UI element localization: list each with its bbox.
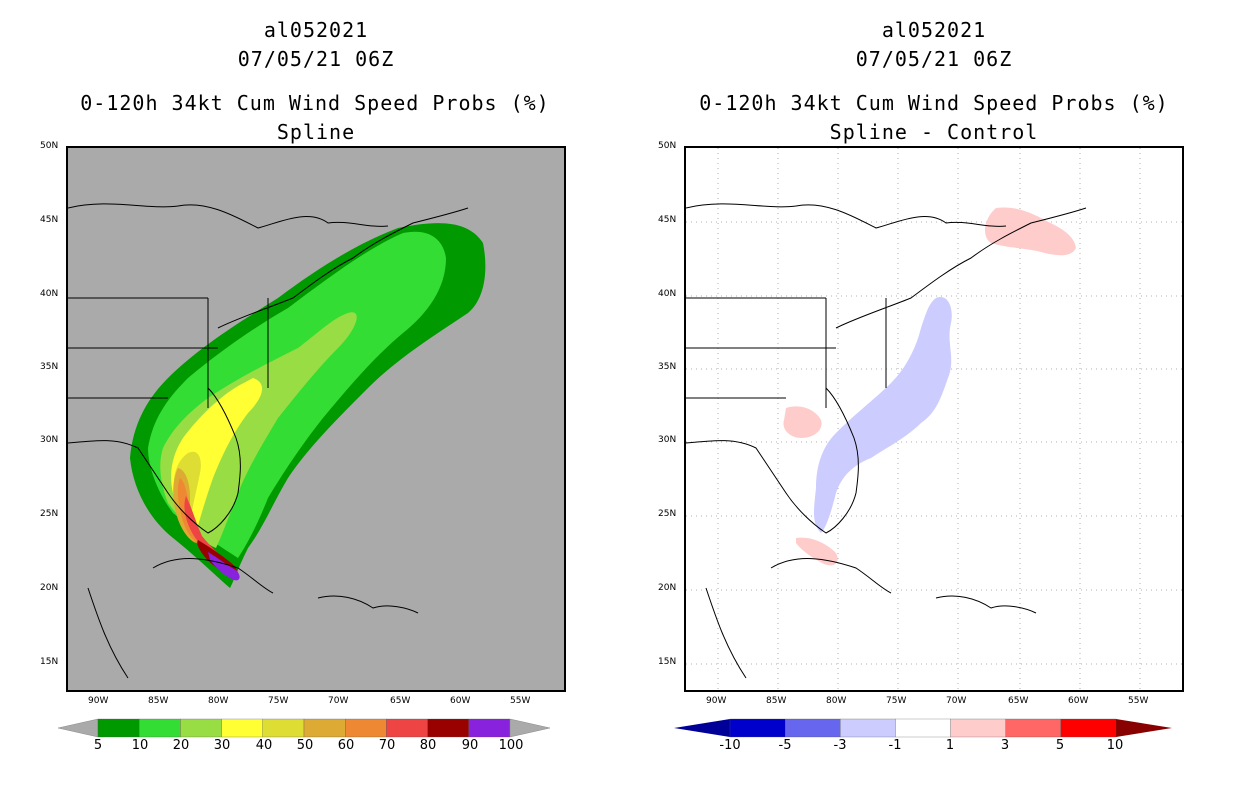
right-subtitle: Spline - Control xyxy=(829,120,1039,144)
colorbar-segment xyxy=(1005,718,1062,738)
colorbar-end-left xyxy=(58,718,99,738)
lat-label: 20N xyxy=(658,583,677,593)
right-map xyxy=(684,146,1184,692)
lon-label: 90W xyxy=(88,696,109,706)
lon-label: 65W xyxy=(390,696,411,706)
colorbar-end-right xyxy=(509,718,551,738)
colorbar-label: -3 xyxy=(833,738,847,753)
colorbar-label: 90 xyxy=(461,738,479,753)
colorbar-segment xyxy=(386,718,428,738)
colorbar-label: -10 xyxy=(719,738,741,753)
colorbar-label: 50 xyxy=(296,738,314,753)
lat-label: 25N xyxy=(658,509,677,519)
colorbar-label: -1 xyxy=(888,738,902,753)
lat-label: 35N xyxy=(40,362,59,372)
lat-label: 20N xyxy=(40,583,59,593)
positive-diff-region-cuba xyxy=(796,537,838,566)
colorbar-end-right xyxy=(1116,719,1172,737)
right-storm-id: al052021 xyxy=(881,18,987,42)
right-datetime: 07/05/21 06Z xyxy=(855,47,1013,71)
colorbar-label: 5 xyxy=(1055,738,1065,753)
difference-field xyxy=(783,207,1076,566)
lon-label: 70W xyxy=(328,696,349,706)
prob-20-contour xyxy=(160,312,357,548)
lat-label: 25N xyxy=(40,509,59,519)
graticule xyxy=(686,148,1182,690)
lon-label: 75W xyxy=(268,696,289,706)
coastlines xyxy=(68,203,469,679)
colorbar-segment xyxy=(221,718,263,738)
lon-label: 65W xyxy=(1008,696,1029,706)
left-subtitle: Spline xyxy=(276,120,356,144)
left-datetime: 07/05/21 06Z xyxy=(237,47,395,71)
colorbar-label: 3 xyxy=(1000,738,1010,753)
colorbar-segment xyxy=(139,718,181,738)
colorbar-segment xyxy=(180,718,222,738)
lat-label: 50N xyxy=(658,141,677,151)
right-colorbar xyxy=(674,716,1174,740)
colorbar-segment xyxy=(895,718,951,738)
colorbar-segment xyxy=(97,718,140,738)
left-colorbar xyxy=(58,716,558,740)
colorbar-label: 80 xyxy=(419,738,437,753)
lon-label: 85W xyxy=(766,696,787,706)
colorbar-segment xyxy=(468,718,511,738)
colorbar-label: 5 xyxy=(93,738,103,753)
colorbar-segment xyxy=(262,718,305,738)
lon-label: 55W xyxy=(1128,696,1149,706)
lon-label: 80W xyxy=(826,696,847,706)
colorbar-label: 70 xyxy=(378,738,396,753)
lon-label: 70W xyxy=(946,696,967,706)
lat-label: 35N xyxy=(658,362,677,372)
colorbar-label: -5 xyxy=(778,738,792,753)
lon-label: 75W xyxy=(886,696,907,706)
lat-label: 40N xyxy=(40,289,59,299)
colorbar-segment xyxy=(729,718,786,738)
lon-label: 80W xyxy=(208,696,229,706)
prob-60-contour xyxy=(177,478,206,548)
prob-90-contour xyxy=(208,552,240,581)
colorbar-segment xyxy=(1060,718,1117,738)
lat-label: 50N xyxy=(40,141,59,151)
colorbar-segment xyxy=(303,718,346,738)
lon-label: 55W xyxy=(510,696,531,706)
colorbar-segment xyxy=(950,718,1006,738)
lat-label: 15N xyxy=(658,657,677,667)
lat-label: 30N xyxy=(658,435,677,445)
lat-label: 40N xyxy=(658,289,677,299)
lat-label: 45N xyxy=(40,215,59,225)
positive-diff-region-gulf xyxy=(783,406,822,438)
left-storm-id: al052021 xyxy=(263,18,369,42)
colorbar-label: 20 xyxy=(172,738,190,753)
colorbar-label: 60 xyxy=(337,738,355,753)
colorbar-segment xyxy=(784,718,841,738)
colorbar-label: 40 xyxy=(255,738,273,753)
colorbar-segment xyxy=(840,718,896,738)
negative-diff-region xyxy=(813,297,952,533)
left-title: 0-120h 34kt Cum Wind Speed Probs (%) xyxy=(80,91,550,115)
lat-label: 45N xyxy=(658,215,677,225)
probability-swath xyxy=(130,223,486,589)
lon-label: 60W xyxy=(450,696,471,706)
right-title: 0-120h 34kt Cum Wind Speed Probs (%) xyxy=(699,91,1169,115)
lat-label: 30N xyxy=(40,435,59,445)
colorbar-end-left xyxy=(674,719,730,737)
lon-label: 90W xyxy=(706,696,727,706)
colorbar-label: 100 xyxy=(498,738,524,753)
colorbar-segment xyxy=(345,718,387,738)
lat-label: 15N xyxy=(40,657,59,667)
colorbar-label: 30 xyxy=(213,738,231,753)
colorbar-label: 10 xyxy=(1106,738,1124,753)
colorbar-label: 10 xyxy=(131,738,149,753)
colorbar-segment xyxy=(427,718,469,738)
coastlines xyxy=(686,203,1087,679)
positive-diff-region-north xyxy=(984,207,1076,256)
colorbar-label: 1 xyxy=(945,738,955,753)
lon-label: 60W xyxy=(1068,696,1089,706)
lon-label: 85W xyxy=(148,696,169,706)
left-map xyxy=(66,146,566,692)
